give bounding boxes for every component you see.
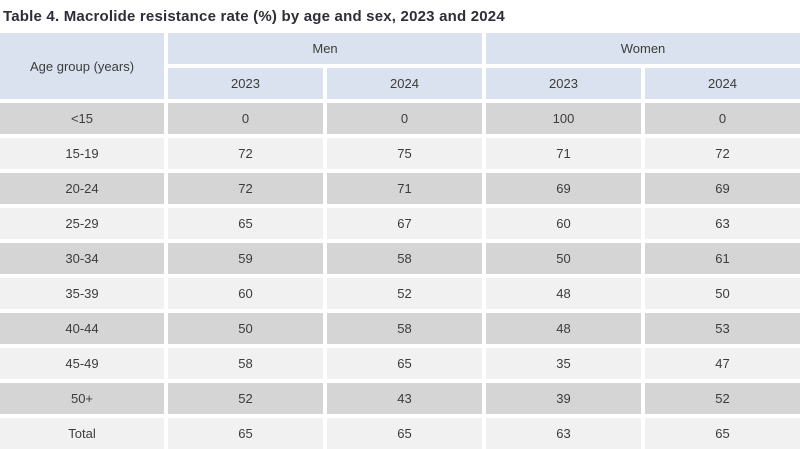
value-cell: 50 xyxy=(645,278,800,309)
value-cell: 43 xyxy=(327,383,483,414)
value-cell: 58 xyxy=(168,348,323,379)
value-cell: 67 xyxy=(327,208,483,239)
value-cell: 0 xyxy=(645,103,800,134)
value-cell: 59 xyxy=(168,243,323,274)
value-cell: 35 xyxy=(486,348,642,379)
table-row: 30-34 59 58 50 61 xyxy=(0,243,800,274)
group-header-row: Age group (years) Men Women xyxy=(0,33,800,99)
value-cell: 72 xyxy=(168,173,323,204)
age-cell: 50+ xyxy=(0,383,164,414)
value-cell: 50 xyxy=(486,243,642,274)
macrolide-resistance-table: Age group (years) Men Women 2023 2024 20… xyxy=(0,29,800,449)
table-row: <15 0 0 100 0 xyxy=(0,103,800,134)
value-cell: 0 xyxy=(168,103,323,134)
value-cell: 65 xyxy=(168,208,323,239)
value-cell: 75 xyxy=(327,138,483,169)
age-cell: 25-29 xyxy=(0,208,164,239)
men-2024-header: 2024 xyxy=(327,68,483,99)
age-cell: Total xyxy=(0,418,164,449)
men-group-header: Men xyxy=(168,33,483,64)
value-cell: 52 xyxy=(327,278,483,309)
age-cell: <15 xyxy=(0,103,164,134)
value-cell: 100 xyxy=(486,103,642,134)
value-cell: 60 xyxy=(168,278,323,309)
table-body: <15 0 0 100 0 15-19 72 75 71 72 20-24 72… xyxy=(0,103,800,449)
value-cell: 69 xyxy=(645,173,800,204)
value-cell: 0 xyxy=(327,103,483,134)
value-cell: 47 xyxy=(645,348,800,379)
value-cell: 72 xyxy=(168,138,323,169)
table-row: 50+ 52 43 39 52 xyxy=(0,383,800,414)
table-row: 35-39 60 52 48 50 xyxy=(0,278,800,309)
table-title: Table 4. Macrolide resistance rate (%) b… xyxy=(3,8,505,25)
age-cell: 45-49 xyxy=(0,348,164,379)
age-group-header: Age group (years) xyxy=(0,33,164,99)
age-cell: 15-19 xyxy=(0,138,164,169)
value-cell: 52 xyxy=(645,383,800,414)
value-cell: 65 xyxy=(168,418,323,449)
table-header: Age group (years) Men Women 2023 2024 20… xyxy=(0,33,800,99)
value-cell: 71 xyxy=(327,173,483,204)
men-2023-header: 2023 xyxy=(168,68,323,99)
age-cell: 30-34 xyxy=(0,243,164,274)
table-row: 20-24 72 71 69 69 xyxy=(0,173,800,204)
value-cell: 48 xyxy=(486,313,642,344)
value-cell: 65 xyxy=(327,418,483,449)
value-cell: 72 xyxy=(645,138,800,169)
value-cell: 58 xyxy=(327,243,483,274)
value-cell: 52 xyxy=(168,383,323,414)
value-cell: 63 xyxy=(645,208,800,239)
value-cell: 61 xyxy=(645,243,800,274)
value-cell: 71 xyxy=(486,138,642,169)
value-cell: 60 xyxy=(486,208,642,239)
value-cell: 53 xyxy=(645,313,800,344)
women-group-header: Women xyxy=(486,33,800,64)
table-row: 15-19 72 75 71 72 xyxy=(0,138,800,169)
year-header-row: 2023 2024 2023 2024 xyxy=(0,68,800,99)
value-cell: 69 xyxy=(486,173,642,204)
table-row: 45-49 58 65 35 47 xyxy=(0,348,800,379)
value-cell: 58 xyxy=(327,313,483,344)
table-row: 40-44 50 58 48 53 xyxy=(0,313,800,344)
table-row: Total 65 65 63 65 xyxy=(0,418,800,449)
value-cell: 65 xyxy=(645,418,800,449)
women-2024-header: 2024 xyxy=(645,68,800,99)
age-cell: 20-24 xyxy=(0,173,164,204)
value-cell: 63 xyxy=(486,418,642,449)
value-cell: 39 xyxy=(486,383,642,414)
table-row: 25-29 65 67 60 63 xyxy=(0,208,800,239)
value-cell: 48 xyxy=(486,278,642,309)
value-cell: 50 xyxy=(168,313,323,344)
age-cell: 40-44 xyxy=(0,313,164,344)
value-cell: 65 xyxy=(327,348,483,379)
women-2023-header: 2023 xyxy=(486,68,642,99)
age-cell: 35-39 xyxy=(0,278,164,309)
